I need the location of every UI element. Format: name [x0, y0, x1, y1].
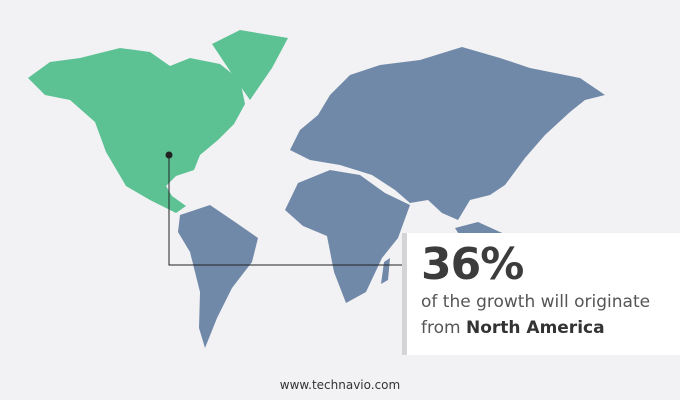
region-eurasia	[290, 47, 605, 220]
growth-percentage: 36%	[421, 239, 524, 290]
callout-text-line2: from North America	[421, 315, 680, 341]
region-south-america	[178, 205, 258, 348]
region-madagascar	[381, 258, 390, 284]
callout-card: 36% of the growth will originate from No…	[402, 233, 680, 355]
callout-region: North America	[465, 318, 605, 338]
region-north-america	[28, 48, 245, 213]
leader-line	[168, 155, 402, 266]
region-africa	[285, 170, 410, 303]
north-america-marker	[165, 151, 173, 159]
callout-from: from	[421, 318, 461, 338]
footer-url: www.technavio.com	[279, 378, 401, 392]
region-japan	[518, 118, 532, 152]
region-greenland	[212, 30, 288, 100]
callout-text-line1: of the growth will originate	[421, 292, 651, 312]
